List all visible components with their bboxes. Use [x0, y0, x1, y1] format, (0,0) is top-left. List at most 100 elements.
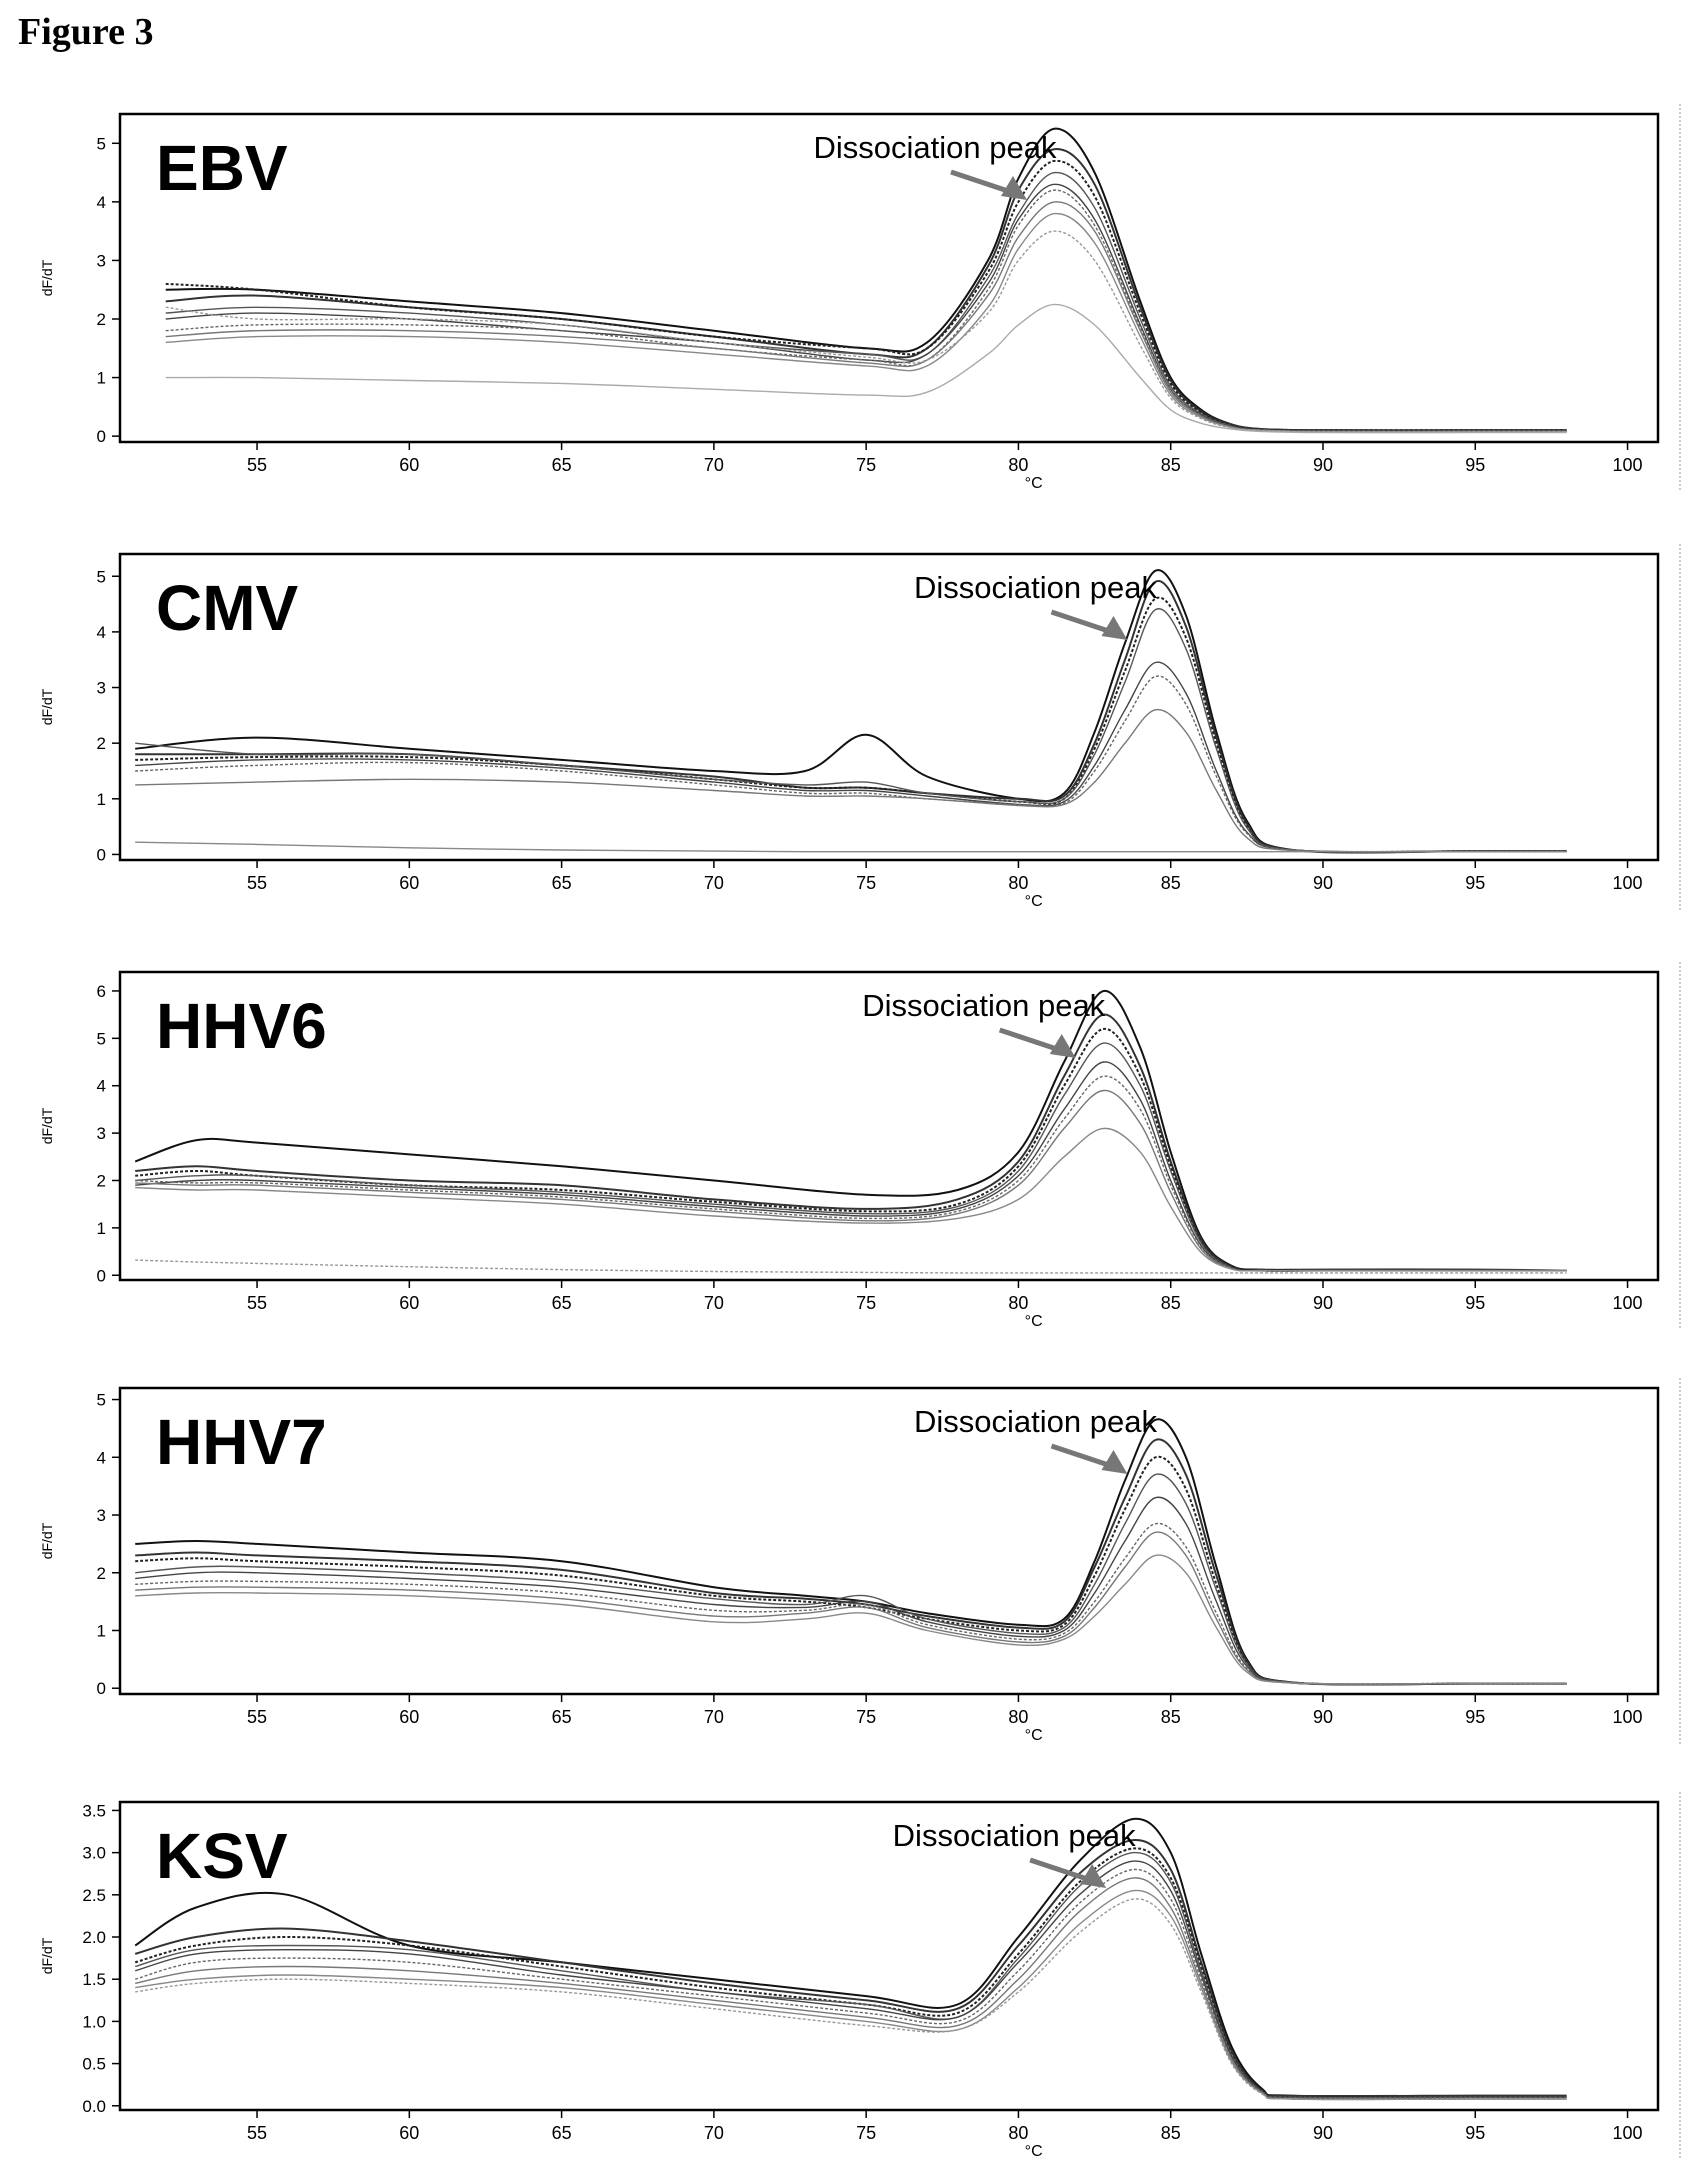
series-line-2: [135, 580, 1567, 854]
dissociation-peak-annotation: Dissociation peak: [862, 988, 1105, 1023]
series-line-1: [135, 1418, 1567, 1686]
x-tick-label: 95: [1465, 873, 1485, 893]
y-tick-label: 4: [97, 193, 106, 212]
y-tick-label: 1: [97, 1219, 106, 1238]
x-tick-label: 80: [1008, 1293, 1028, 1313]
series-line-1: [165, 127, 1567, 432]
y-tick-label: 2: [97, 310, 106, 329]
y-tick-label: 5: [97, 1029, 106, 1048]
x-tick-label: 70: [704, 873, 724, 893]
panel-title: EBV: [156, 132, 288, 204]
x-tick-label: 60: [399, 2123, 419, 2143]
y-tick-label: 0: [97, 427, 106, 446]
x-tick-label: 70: [704, 455, 724, 475]
y-axis-label: dF/dT: [39, 1937, 55, 1974]
x-tick-label: 100: [1613, 873, 1643, 893]
y-tick-label: 5: [97, 567, 106, 586]
y-tick-label: 6: [97, 982, 106, 1001]
series-line-6: [135, 1522, 1567, 1685]
x-tick-label: 80: [1008, 1707, 1028, 1727]
x-tick-label: 70: [704, 1707, 724, 1727]
x-tick-label: 95: [1465, 2123, 1485, 2143]
series-line-5: [135, 661, 1567, 853]
series-line-9: [165, 230, 1567, 433]
series-line-5: [135, 1061, 1567, 1272]
x-tick-label: 80: [1008, 2123, 1028, 2143]
annotation-arrow-head: [1101, 1450, 1128, 1474]
series-line-7: [135, 1877, 1567, 2101]
x-tick-label: 80: [1008, 455, 1028, 475]
y-tick-label: 1: [97, 1621, 106, 1640]
x-tick-label: 55: [247, 1293, 267, 1313]
dissociation-peak-annotation: Dissociation peak: [813, 130, 1056, 165]
dissociation-peak-annotation: Dissociation peak: [914, 570, 1157, 605]
y-tick-label: 3: [97, 1124, 106, 1143]
series-line-9: [135, 1898, 1567, 2101]
y-tick-label: 1: [97, 790, 106, 809]
series-line-8: [135, 841, 1567, 853]
y-tick-label: 5: [97, 1391, 106, 1410]
x-tick-label: 65: [552, 1293, 572, 1313]
x-axis-label: °C: [1025, 2143, 1043, 2160]
series-line-8: [165, 212, 1567, 433]
chart-panel-hhv6: 0 1 2 3 4 5 6 55 60 65 70 75 80 85 90 95 100 °C dF/dT HHV6 D…: [39, 962, 1681, 1330]
annotation-arrow-shaft: [950, 169, 1012, 195]
x-tick-label: 90: [1313, 873, 1333, 893]
series-line-4: [135, 608, 1567, 853]
panel-title: CMV: [156, 572, 299, 644]
series-line-3: [134, 1847, 1567, 2099]
plot-area-border: [118, 970, 1660, 1282]
y-axis-label: dF/dT: [39, 688, 55, 725]
chart-panel-ksv: 0.0 0.5 1.0 1.5 2.0 2.5 3.0 3.5 55 60 65 70 75 80 85 90…: [39, 1792, 1681, 2160]
x-tick-label: 65: [552, 455, 572, 475]
x-tick-label: 85: [1161, 1293, 1181, 1313]
x-tick-label: 60: [399, 1293, 419, 1313]
y-tick-label: 4: [97, 623, 106, 642]
y-tick-label: 1.5: [82, 1970, 106, 1989]
plot-area-border: [118, 112, 1660, 444]
x-tick-label: 100: [1613, 2123, 1643, 2143]
x-tick-label: 65: [552, 873, 572, 893]
y-tick-label: 0.5: [82, 2055, 106, 2074]
series-line-10: [165, 303, 1567, 434]
x-tick-label: 60: [399, 1707, 419, 1727]
x-tick-label: 95: [1465, 1707, 1485, 1727]
y-tick-label: 2: [97, 1171, 106, 1190]
y-tick-label: 0: [97, 1266, 106, 1285]
y-tick-label: 3: [97, 679, 106, 698]
dissociation-peak-annotation: Dissociation peak: [893, 1818, 1136, 1853]
annotation-arrow-shaft: [1050, 1443, 1113, 1469]
series-line-7: [135, 1531, 1567, 1685]
series-line-2: [165, 148, 1567, 432]
series-line-6: [135, 1868, 1567, 2099]
series-line-4: [165, 171, 1567, 433]
x-axis-label: °C: [1025, 1313, 1043, 1330]
x-tick-label: 100: [1613, 1707, 1643, 1727]
y-tick-label: 2: [97, 1564, 106, 1583]
series-group: [135, 1418, 1567, 1686]
x-tick-label: 60: [399, 455, 419, 475]
y-tick-label: 4: [97, 1448, 106, 1467]
x-tick-label: 75: [856, 1707, 876, 1727]
series-line-6: [135, 675, 1567, 853]
y-tick-label: 0: [97, 845, 106, 864]
x-tick-label: 90: [1313, 1707, 1333, 1727]
series-line-2: [135, 1013, 1567, 1272]
x-tick-label: 90: [1313, 1293, 1333, 1313]
y-tick-label: 3.5: [82, 1801, 106, 1820]
y-tick-label: 3: [97, 251, 106, 270]
plot-area-border: [118, 1800, 1660, 2112]
series-line-6: [135, 1075, 1567, 1272]
y-tick-label: 2.0: [82, 1928, 106, 1947]
y-tick-label: 3: [97, 1506, 106, 1525]
series-group: [165, 127, 1567, 434]
x-axis-label: °C: [1025, 475, 1043, 492]
series-group: [134, 1817, 1567, 2101]
x-tick-label: 75: [856, 2123, 876, 2143]
y-tick-label: 1.0: [82, 2012, 106, 2031]
x-tick-label: 90: [1313, 2123, 1333, 2143]
x-tick-label: 55: [247, 455, 267, 475]
